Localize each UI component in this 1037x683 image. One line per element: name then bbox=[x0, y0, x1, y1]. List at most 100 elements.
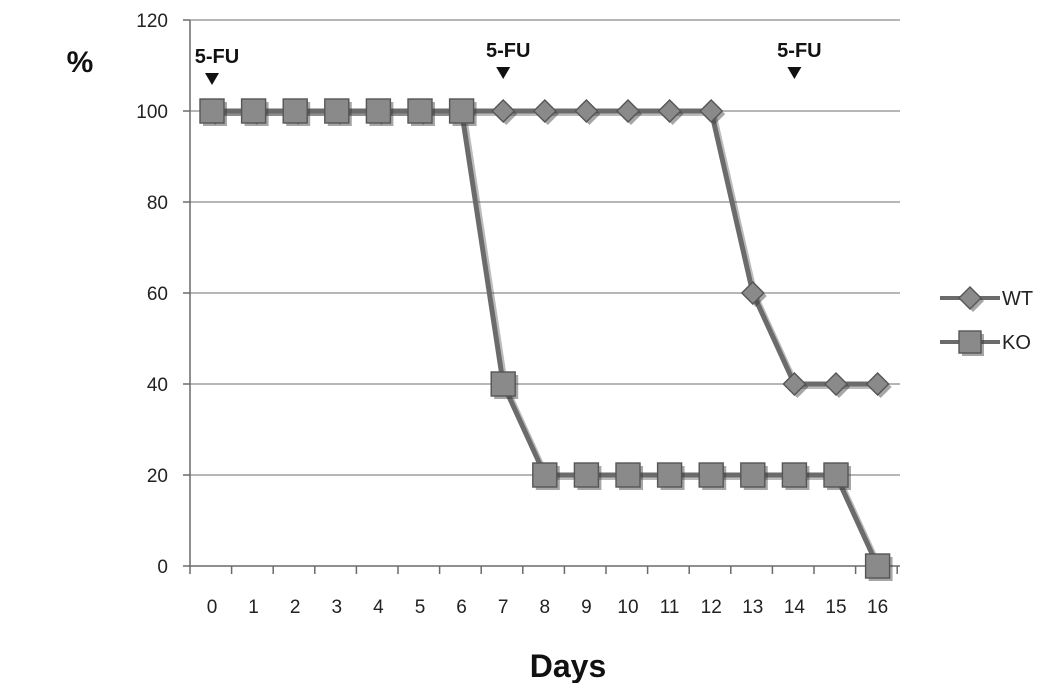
data-point-wt-11 bbox=[657, 99, 684, 125]
x-tick-label: 3 bbox=[332, 597, 343, 618]
marker-square bbox=[490, 371, 516, 397]
y-tick-label: 40 bbox=[147, 375, 168, 396]
marker-square bbox=[823, 462, 849, 488]
data-point-ko-12 bbox=[698, 462, 727, 490]
marker-square bbox=[448, 98, 475, 124]
y-tick-label: 120 bbox=[136, 11, 168, 32]
data-point-wt-14 bbox=[782, 372, 809, 398]
legend-marker-ko bbox=[958, 330, 984, 356]
marker-square bbox=[958, 330, 982, 354]
marker-square bbox=[740, 462, 766, 488]
x-tick-label: 15 bbox=[825, 597, 846, 618]
gridlines bbox=[190, 19, 900, 476]
x-tick-label: 11 bbox=[660, 597, 680, 618]
marker-diamond bbox=[574, 99, 599, 123]
x-tick-label: 7 bbox=[498, 597, 509, 618]
x-tick-label: 8 bbox=[540, 597, 551, 618]
marker-diamond bbox=[699, 99, 724, 123]
annotation-arrow-icon bbox=[496, 67, 511, 79]
y-axis-label: % bbox=[67, 46, 94, 79]
data-point-ko-10 bbox=[615, 462, 643, 490]
y-tick-label: 100 bbox=[136, 102, 168, 123]
data-point-wt-8 bbox=[532, 99, 559, 125]
legend-label-ko: KO bbox=[1002, 332, 1031, 354]
data-point-wt-12 bbox=[699, 99, 726, 125]
data-point-ko-13 bbox=[740, 462, 768, 490]
data-point-ko-4 bbox=[365, 98, 394, 126]
marker-square bbox=[656, 462, 683, 488]
x-tick-label: 5 bbox=[415, 597, 426, 618]
x-tick-label: 2 bbox=[290, 597, 301, 618]
data-point-ko-3 bbox=[324, 98, 352, 126]
data-point-ko-0 bbox=[199, 98, 227, 126]
x-tick-label: 1 bbox=[248, 597, 259, 618]
data-point-ko-6 bbox=[448, 98, 477, 126]
x-tick-label: 12 bbox=[701, 597, 722, 618]
series-line-wt bbox=[212, 108, 878, 387]
y-tick-label: 0 bbox=[157, 557, 168, 578]
marker-diamond bbox=[958, 286, 982, 310]
x-tick-label: 4 bbox=[373, 597, 384, 618]
series-line-shadow-ko bbox=[214, 110, 883, 570]
legend-marker-wt bbox=[958, 286, 984, 312]
data-point-ko-1 bbox=[240, 98, 269, 126]
y-tick-label: 80 bbox=[147, 193, 168, 214]
data-point-ko-11 bbox=[656, 462, 685, 490]
annotation-5fu-label: 5-FU bbox=[195, 46, 239, 68]
y-tick-label: 60 bbox=[147, 284, 168, 305]
data-point-wt-15 bbox=[824, 372, 850, 398]
marker-diamond bbox=[740, 281, 765, 305]
marker-diamond bbox=[491, 99, 516, 123]
marker-diamond bbox=[824, 372, 848, 396]
x-axis-label: Days bbox=[530, 648, 607, 683]
marker-square bbox=[532, 462, 558, 488]
marker-square bbox=[781, 462, 808, 488]
data-point-ko-9 bbox=[573, 462, 602, 490]
x-tick-label: 14 bbox=[784, 597, 806, 618]
legend: WT KO bbox=[940, 286, 1033, 356]
data-point-wt-16 bbox=[865, 372, 892, 398]
annotation-5fu-label: 5-FU bbox=[486, 40, 530, 62]
x-tick-label: 9 bbox=[581, 597, 592, 618]
x-tick-label: 10 bbox=[617, 597, 638, 618]
marker-square bbox=[199, 98, 225, 124]
data-point-wt-7 bbox=[491, 99, 518, 125]
marker-diamond bbox=[532, 99, 557, 123]
data-point-wt-13 bbox=[740, 281, 767, 307]
data-point-wt-10 bbox=[616, 99, 642, 125]
data-point-ko-15 bbox=[823, 462, 851, 490]
x-tick-label: 0 bbox=[207, 597, 218, 618]
data-point-ko-5 bbox=[407, 98, 435, 126]
marker-square bbox=[365, 98, 392, 124]
x-tick-label: 16 bbox=[867, 597, 888, 618]
marker-square bbox=[573, 462, 600, 488]
marker-diamond bbox=[657, 99, 682, 123]
marker-square bbox=[282, 98, 308, 124]
annotation-5fu-label: 5-FU bbox=[777, 40, 821, 62]
data-point-ko-8 bbox=[532, 462, 560, 490]
data-series bbox=[199, 98, 893, 581]
annotation-arrow-icon bbox=[787, 67, 802, 79]
marker-diamond bbox=[865, 372, 890, 396]
marker-square bbox=[698, 462, 724, 488]
marker-diamond bbox=[782, 372, 807, 396]
marker-square bbox=[864, 553, 891, 579]
data-point-wt-9 bbox=[574, 99, 601, 125]
data-point-ko-7 bbox=[490, 371, 519, 399]
marker-diamond bbox=[616, 99, 640, 123]
y-tick-label: 20 bbox=[147, 466, 168, 487]
annotation-arrow-icon bbox=[205, 73, 219, 85]
data-point-ko-14 bbox=[781, 462, 810, 490]
data-point-ko-16 bbox=[864, 553, 893, 581]
legend-label-wt: WT bbox=[1002, 288, 1033, 310]
marker-square bbox=[407, 98, 433, 124]
series-line-shadow-wt bbox=[214, 110, 880, 389]
x-tick-label: 13 bbox=[742, 597, 763, 618]
marker-square bbox=[240, 98, 267, 124]
data-point-ko-2 bbox=[282, 98, 311, 126]
x-tick-label: 6 bbox=[456, 597, 467, 618]
annotations: 5-FU 5-FU 5-FU bbox=[195, 40, 822, 85]
marker-square bbox=[615, 462, 641, 488]
